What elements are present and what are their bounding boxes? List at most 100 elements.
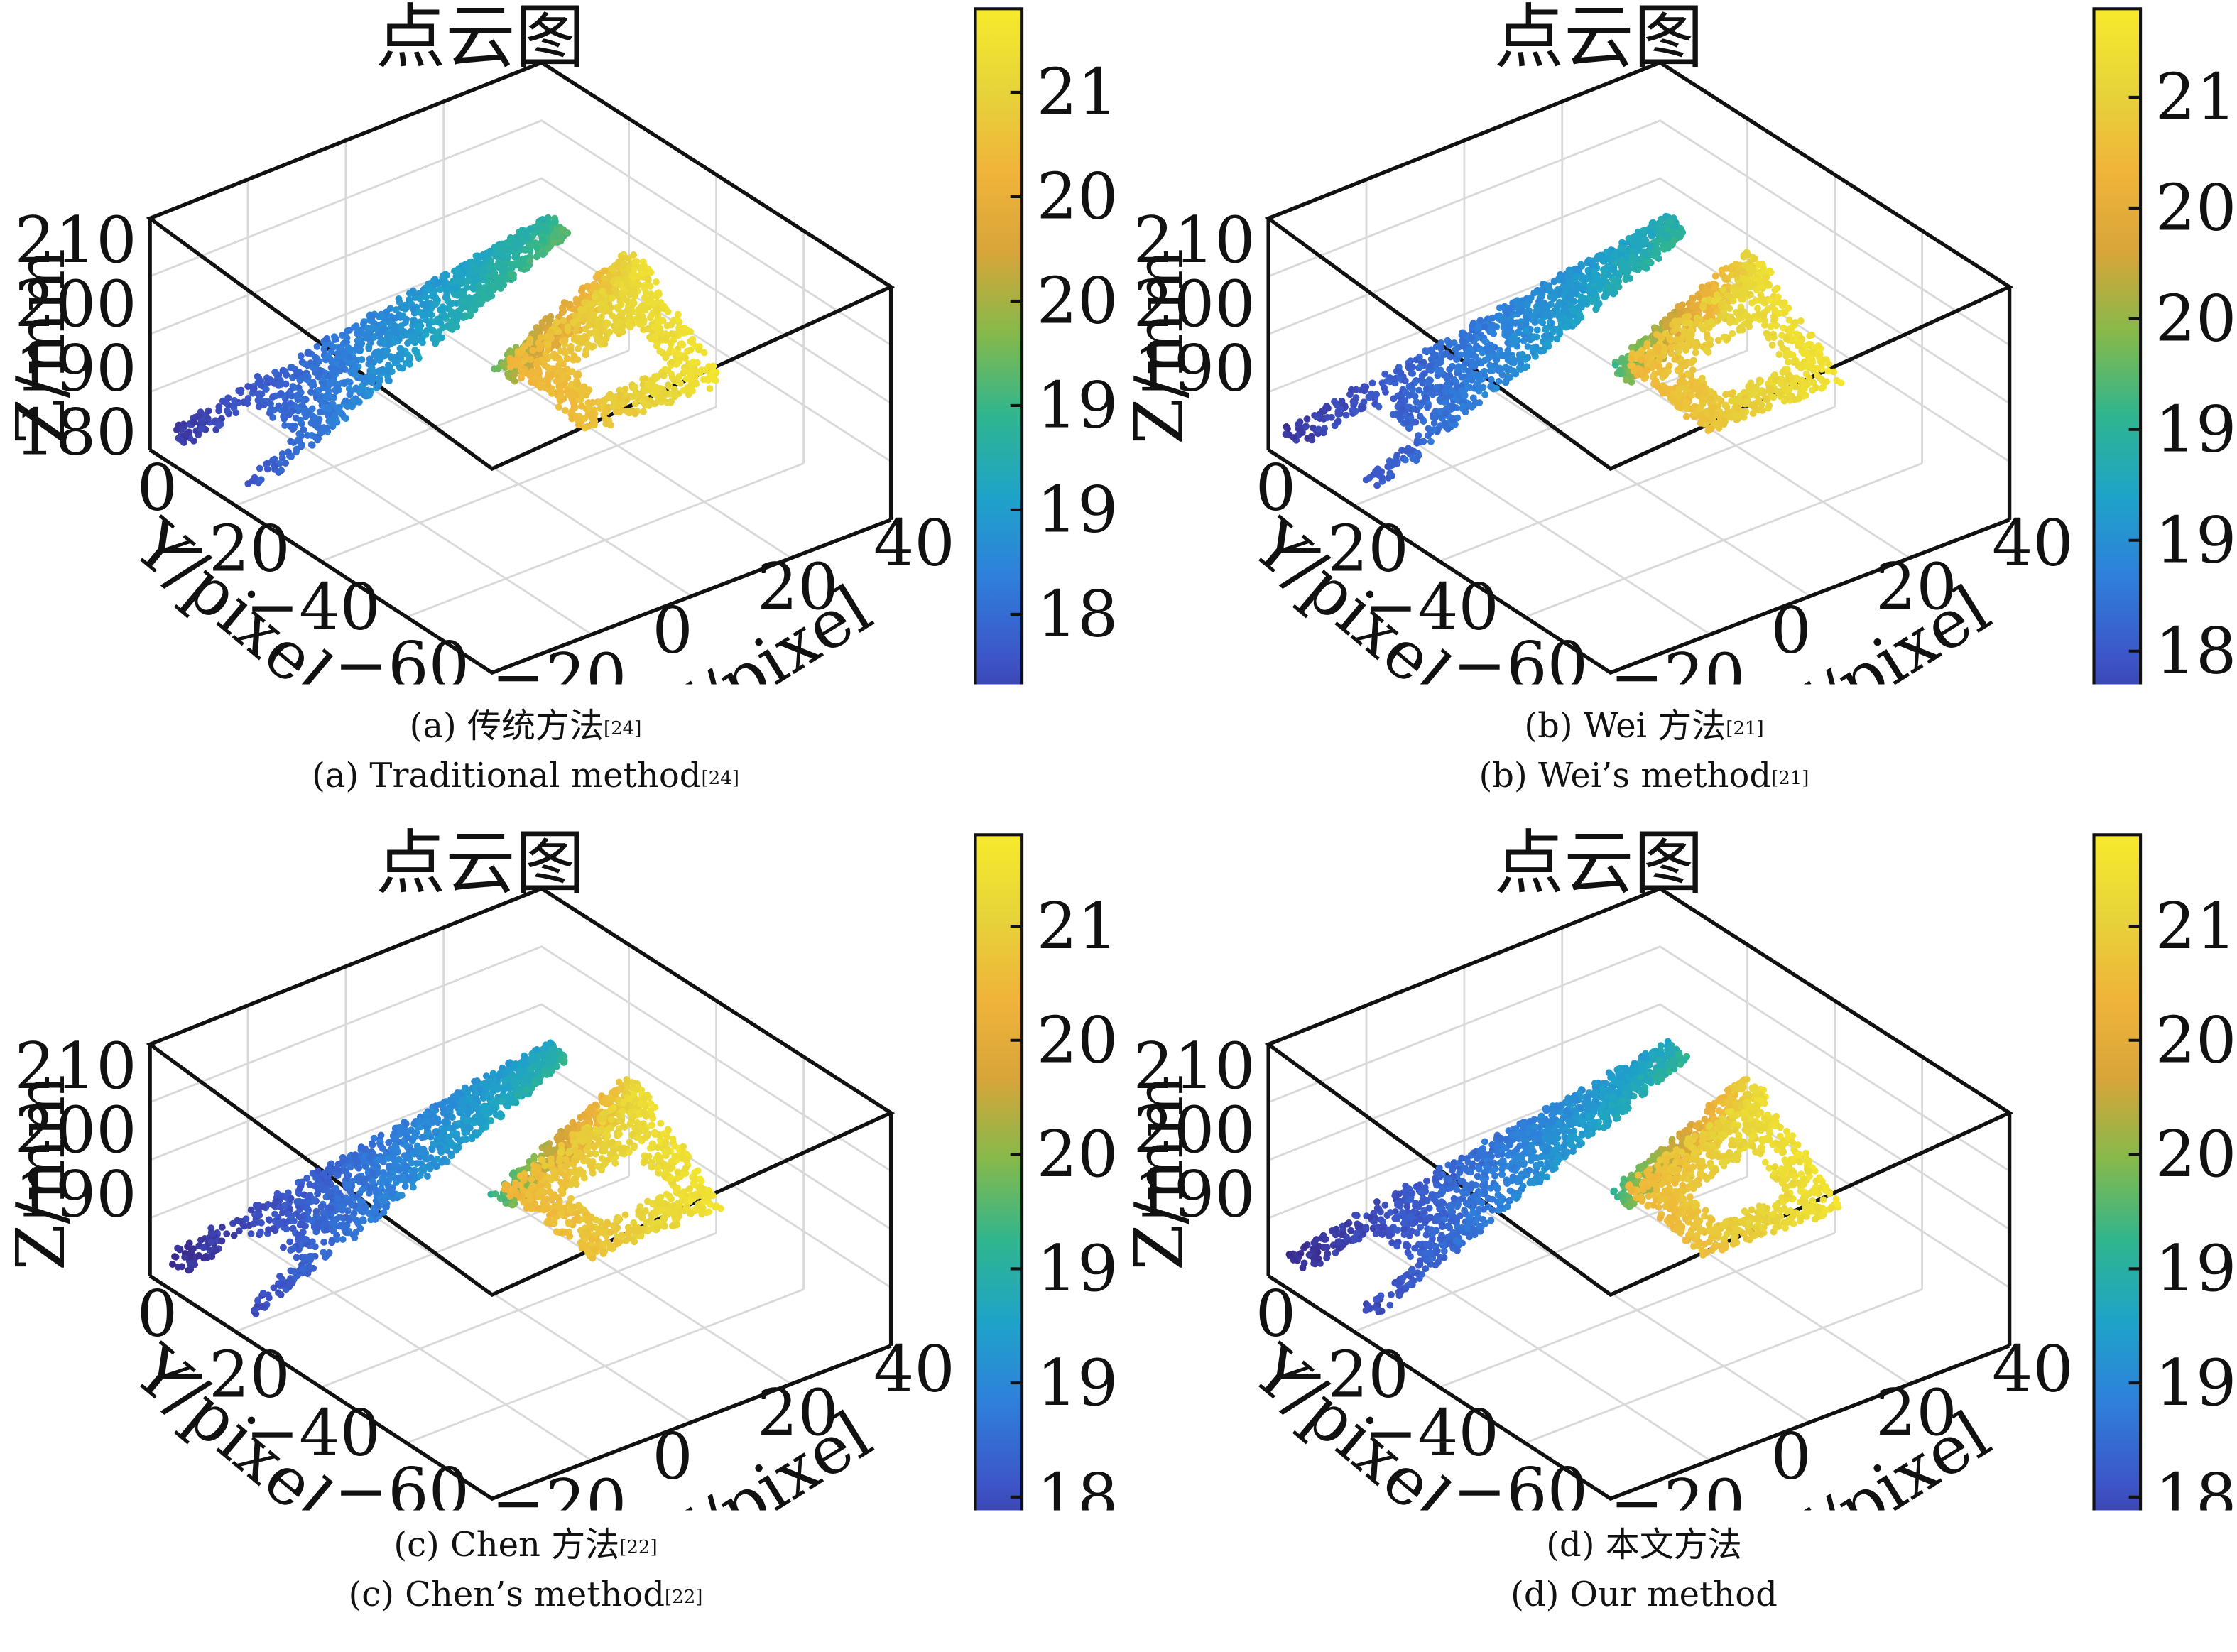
upper-plate-points [1627, 261, 1845, 435]
point [399, 312, 406, 320]
point [1611, 259, 1619, 267]
point [1584, 273, 1591, 281]
point [425, 321, 433, 329]
point [560, 299, 568, 306]
point [1755, 310, 1763, 317]
point [553, 377, 560, 385]
point [1424, 432, 1432, 440]
point [532, 229, 540, 237]
point [1396, 409, 1404, 416]
point [1405, 364, 1413, 371]
colorbar-tick-label: 180 [1037, 682, 1118, 685]
point [1807, 356, 1815, 364]
point [269, 414, 277, 421]
point [1763, 330, 1770, 337]
chart-panel-b: 点云图 210 200 190 Z/mm 0 −20 −40 −60 Y/pixel −20 0 20 4… [1118, 0, 2237, 826]
point [544, 214, 552, 222]
point [1464, 367, 1472, 375]
point [428, 292, 436, 300]
point [1441, 387, 1449, 395]
point [1684, 307, 1691, 315]
point [550, 233, 557, 241]
point [628, 299, 636, 307]
point [346, 391, 354, 398]
point [1746, 290, 1754, 298]
point [254, 396, 262, 404]
point [334, 343, 342, 351]
point [574, 356, 582, 364]
point [1677, 340, 1684, 348]
point [539, 251, 547, 259]
point [270, 1284, 278, 1292]
point [457, 289, 464, 297]
y-tick-label: −20 [155, 512, 290, 587]
point [315, 357, 323, 365]
point [1789, 351, 1797, 359]
point [643, 381, 651, 388]
point [668, 330, 675, 337]
point [1416, 353, 1423, 361]
point [1727, 317, 1734, 325]
point [1522, 308, 1529, 316]
point [313, 342, 321, 350]
point [1670, 236, 1678, 244]
point [664, 308, 672, 315]
point [1542, 325, 1550, 333]
point [597, 295, 605, 302]
point [1386, 472, 1394, 479]
grid-line [406, 1288, 805, 1445]
point [1806, 332, 1814, 339]
point [1577, 293, 1585, 301]
point [516, 228, 523, 236]
point [1421, 347, 1429, 354]
point [631, 384, 638, 391]
point [1768, 341, 1776, 349]
point [1655, 344, 1662, 351]
point [618, 290, 626, 298]
point [1649, 361, 1657, 369]
point [1430, 411, 1437, 418]
point [1782, 335, 1790, 342]
point [1611, 250, 1618, 258]
point [391, 339, 398, 346]
point [682, 375, 690, 383]
point [1670, 389, 1677, 397]
bottom-box-edge [148, 1274, 892, 1501]
point [1527, 294, 1535, 302]
point [1403, 447, 1410, 455]
point [173, 426, 180, 434]
point [609, 266, 617, 273]
point [1719, 301, 1726, 309]
point [472, 252, 480, 260]
point [1720, 333, 1728, 341]
point [1698, 322, 1706, 330]
point [1566, 312, 1574, 320]
point [601, 275, 608, 283]
point [625, 304, 632, 312]
point [419, 300, 427, 308]
point [654, 317, 662, 325]
point [1767, 322, 1775, 330]
point [578, 339, 585, 347]
point [1417, 376, 1425, 384]
point [1628, 344, 1635, 352]
x-tick-label: −20 [491, 640, 626, 685]
point [568, 415, 576, 423]
point [1543, 282, 1551, 290]
point [563, 354, 571, 362]
point [1553, 304, 1560, 312]
point [1643, 366, 1651, 374]
point [529, 347, 537, 354]
point [1697, 405, 1704, 413]
point [653, 278, 660, 286]
point [1604, 284, 1611, 292]
y-tick-label: −40 [246, 570, 381, 645]
point [626, 290, 633, 298]
point [1745, 387, 1752, 395]
caption-chinese: (a) 传统方法[24] [0, 703, 1051, 749]
point [1722, 391, 1729, 398]
grid-line [345, 371, 692, 597]
point [618, 325, 626, 333]
point [203, 417, 211, 425]
point [344, 345, 352, 353]
